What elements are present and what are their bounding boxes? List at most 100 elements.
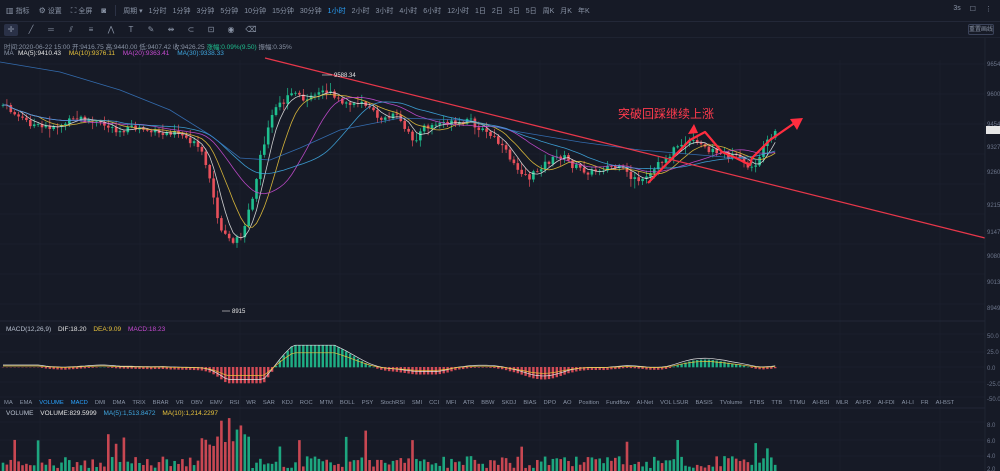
- indicator-tab[interactable]: AO: [563, 400, 572, 406]
- macd-label[interactable]: MACD(12,26,9): [6, 326, 52, 333]
- indicator-tab[interactable]: FR: [920, 400, 929, 406]
- indicator-tab[interactable]: ATR: [463, 400, 475, 406]
- fullscreen-button[interactable]: ⛶ 全屏: [71, 6, 93, 16]
- indicator-tab[interactable]: MTM: [319, 400, 333, 406]
- indicator-tab[interactable]: AI-PD: [855, 400, 871, 406]
- indicator-tab[interactable]: EMV: [210, 400, 223, 406]
- timeframe-tab[interactable]: 5分钟: [220, 7, 239, 15]
- settings-button[interactable]: ⚙ 设置: [39, 6, 62, 16]
- timeframe-tab[interactable]: 周K: [542, 7, 555, 15]
- indicator-tab[interactable]: DPO: [543, 400, 557, 406]
- indicator-tab[interactable]: VOLUME: [39, 400, 64, 406]
- indicator-tab[interactable]: Fundflow: [606, 400, 630, 406]
- indicator-tab[interactable]: AI-FDI: [877, 400, 895, 406]
- timeframe-tab[interactable]: 2日: [491, 7, 503, 15]
- measure-icon[interactable]: ⇹: [167, 25, 175, 34]
- visibility-icon[interactable]: ◉: [227, 25, 235, 34]
- timeframe-tab[interactable]: 1分时: [148, 7, 167, 15]
- drawing-toolbar: ✛ ╱ ═ ⫽ ≡ ⋀ T ✎ ⇹ ⊂ ⊡ ◉ ⌫ 重置画线: [0, 22, 1000, 38]
- indicator-tab[interactable]: ROC: [299, 400, 313, 406]
- indicator-tab[interactable]: PSY: [361, 400, 374, 406]
- timeframe-tab[interactable]: 1日: [475, 7, 486, 15]
- indicator-tab[interactable]: TTB: [771, 400, 783, 406]
- timeframe-tab[interactable]: 6小时: [423, 7, 442, 15]
- indicator-tab[interactable]: Position: [578, 400, 600, 406]
- indicator-tab[interactable]: TTMU: [789, 400, 806, 406]
- indicator-tab[interactable]: MLR: [836, 400, 849, 406]
- fibonacci-icon[interactable]: ≡: [88, 25, 94, 34]
- indicator-tab[interactable]: DMI: [94, 400, 106, 406]
- timeframe-tab[interactable]: 月K: [560, 7, 572, 15]
- indicator-tab[interactable]: BBW: [481, 400, 495, 406]
- delete-icon[interactable]: ⌫: [245, 25, 257, 34]
- macd-bar: [606, 367, 609, 370]
- indicator-tab[interactable]: BRAR: [152, 400, 169, 406]
- indicator-tab[interactable]: CCI: [429, 400, 440, 406]
- timeframe-tab[interactable]: 3分钟: [196, 7, 215, 15]
- indicator-tab[interactable]: VR: [175, 400, 184, 406]
- indicator-tab[interactable]: MA: [4, 400, 13, 406]
- macd-bar: [251, 367, 254, 384]
- text-tool-icon[interactable]: T: [128, 25, 134, 34]
- indicator-tab[interactable]: VOL LSUR: [660, 400, 689, 406]
- snapshot-button[interactable]: ◙: [101, 6, 106, 15]
- more-icon[interactable]: ⋮: [985, 6, 992, 13]
- indicator-tab[interactable]: WR: [246, 400, 256, 406]
- timeframe-tab[interactable]: 2小时: [351, 7, 370, 15]
- timeframe-tab[interactable]: 3小时: [375, 7, 394, 15]
- indicator-tab[interactable]: AI-Net: [636, 400, 654, 406]
- indicator-button[interactable]: ▥ 指标: [6, 6, 30, 16]
- timeframe-tab[interactable]: 10分钟: [244, 7, 267, 15]
- indicator-tab[interactable]: RSI: [229, 400, 240, 406]
- indicator-tab[interactable]: TVolume: [719, 400, 743, 406]
- magnet-icon[interactable]: ⊂: [187, 25, 195, 34]
- timeframe-tab[interactable]: 15分钟: [272, 7, 294, 15]
- trend-line[interactable]: [264, 57, 986, 239]
- timeframe-tab[interactable]: 3日: [508, 7, 520, 15]
- indicator-tab[interactable]: FTBS: [749, 400, 765, 406]
- pen-icon[interactable]: ✎: [147, 25, 155, 34]
- indicator-tab[interactable]: StochRSI: [380, 400, 405, 406]
- indicator-tab[interactable]: SKDJ: [501, 400, 517, 406]
- ma-label[interactable]: MA: [4, 50, 14, 57]
- indicator-tab[interactable]: BASIS: [695, 400, 713, 406]
- timeframe-tab[interactable]: 周期 ▾: [123, 7, 143, 15]
- indicator-tab[interactable]: DMA: [112, 400, 126, 406]
- timeframe-tab[interactable]: 5日: [525, 7, 537, 15]
- timeframe-tab[interactable]: 12小时: [447, 7, 469, 15]
- horizontal-line-icon[interactable]: ═: [48, 25, 54, 34]
- volume-bar: [216, 436, 219, 471]
- timeframe-tab[interactable]: 1分钟: [172, 7, 191, 15]
- parallel-channel-icon[interactable]: ⫽: [69, 24, 73, 34]
- indicator-tab[interactable]: MFI: [446, 400, 457, 406]
- timeframe-tab[interactable]: 30分钟: [299, 7, 322, 15]
- reset-drawing-button[interactable]: 重置画线: [968, 24, 994, 35]
- indicator-tab[interactable]: AI-BSI: [812, 400, 830, 406]
- volume-label[interactable]: VOLUME: [6, 410, 34, 417]
- trendline-tool-icon[interactable]: ╱: [28, 25, 34, 34]
- indicator-tab[interactable]: BOLL: [339, 400, 355, 406]
- indicator-tab[interactable]: AI-BST: [935, 400, 954, 406]
- crosshair-icon[interactable]: ✛: [4, 23, 18, 36]
- indicator-tab[interactable]: EMA: [19, 400, 33, 406]
- indicator-tab[interactable]: AI-LI: [901, 400, 914, 406]
- refresh-interval[interactable]: 3s: [953, 5, 961, 12]
- volume-bar: [692, 467, 695, 471]
- indicator-tab[interactable]: SMI: [411, 400, 423, 406]
- macd-bar: [575, 367, 578, 372]
- indicator-tab[interactable]: MACD: [70, 400, 88, 406]
- timeframe-tab[interactable]: 年K: [577, 7, 590, 15]
- timeframe-tab[interactable]: 1小时: [327, 7, 346, 15]
- macd-bar: [278, 360, 282, 368]
- layout-icon[interactable]: ☐: [969, 6, 976, 13]
- indicator-tab[interactable]: BIAS: [523, 400, 537, 406]
- indicator-tab[interactable]: OBV: [190, 400, 203, 406]
- indicator-tab[interactable]: KDJ: [281, 400, 293, 406]
- indicator-tab[interactable]: TRIX: [132, 400, 146, 406]
- pattern-icon[interactable]: ⋀: [107, 25, 115, 34]
- timeframe-tab[interactable]: 4小时: [399, 7, 418, 15]
- indicator-tab[interactable]: SAR: [262, 400, 275, 406]
- volume-bar: [528, 465, 531, 471]
- lock-icon[interactable]: ⊡: [207, 25, 215, 34]
